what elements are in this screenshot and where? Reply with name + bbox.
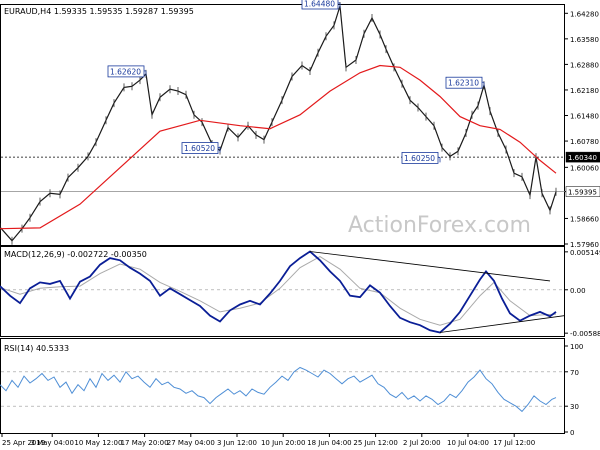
rsi-tick-label: 70 — [570, 369, 579, 377]
annotation-label: 1.60250 — [404, 154, 435, 163]
rsi-y-axis: 100 70 30 0 — [1, 343, 583, 437]
price-annotations: 1.64480 1.62620 1.62310 1.60520 1.60250 — [107, 0, 485, 164]
price-tick-label: 1.60060 — [570, 164, 599, 172]
x-tick-label: 27 May 04:00 — [167, 439, 215, 447]
annotation-label: 1.60520 — [184, 144, 215, 153]
x-tick-label: 3 May 04:00 — [30, 439, 74, 447]
x-tick-label: 18 Jun 04:00 — [307, 439, 351, 447]
price-tick-label: 1.63580 — [570, 36, 599, 44]
price-tick-label: 1.61480 — [570, 113, 599, 121]
x-tick-label: 25 Jun 12:00 — [353, 439, 397, 447]
price-level-box — [565, 186, 600, 197]
x-tick-label: 10 Jun 20:00 — [261, 439, 305, 447]
x-tick-label: 3 Jun 12:00 — [217, 439, 257, 447]
annotation-box — [401, 152, 439, 164]
rsi-tick-label: 0 — [570, 429, 574, 437]
price-panel-frame — [0, 4, 565, 246]
price-tick-label: 1.62880 — [570, 61, 599, 69]
macd-signal-line — [0, 256, 557, 326]
rsi-series — [0, 366, 557, 413]
macd-trendline — [309, 251, 551, 282]
annotation-box — [301, 0, 339, 10]
rsi-panel-title: RSI(14) 40.5333 — [4, 344, 69, 353]
macd-tick-label: -0.005887 — [570, 330, 600, 338]
rsi-line — [0, 366, 557, 413]
watermark: ActionForex.com — [348, 213, 531, 238]
annotation-box — [107, 65, 145, 78]
price-tick-label: 1.58660 — [570, 215, 599, 223]
x-tick-label: 10 May 12:00 — [74, 439, 122, 447]
annotation-box — [445, 76, 483, 89]
price-series — [0, 2, 557, 245]
macd-line — [0, 250, 557, 334]
price-panel-title: EURAUD,H4 1.59335 1.59535 1.59287 1.5939… — [4, 7, 194, 16]
price-tick-label: 1.62180 — [570, 87, 599, 95]
macd-panel-frame — [0, 246, 565, 337]
moving-average-line — [0, 64, 557, 230]
price-tick-label: 1.60780 — [570, 138, 599, 146]
annotation-label: 1.62310 — [448, 79, 479, 88]
price-level-label: 1.59395 — [568, 189, 597, 197]
x-tick-label: 17 May 20:00 — [121, 439, 169, 447]
rsi-panel-frame — [0, 338, 565, 434]
x-tick-label: 2 Jul 20:00 — [403, 439, 441, 447]
annotation-label: 1.64480 — [304, 0, 335, 9]
macd-series — [0, 250, 566, 334]
annotation-box — [181, 142, 219, 154]
price-horizontal-lines: 1.60340 1.59395 — [1, 151, 600, 197]
rsi-tick-label: 100 — [570, 343, 583, 351]
macd-y-axis: 0.005149 0.00 -0.005887 — [1, 249, 600, 338]
macd-tick-label: 0.00 — [570, 287, 586, 295]
price-level-label: 1.60340 — [568, 154, 597, 162]
price-tick-label: 1.64280 — [570, 10, 599, 18]
macd-tick-label: 0.005149 — [570, 249, 600, 257]
price-level-box — [565, 151, 600, 163]
x-tick-label: 10 Jul 04:00 — [447, 439, 489, 447]
x-tick-label: 25 Apr 2019 — [2, 439, 45, 447]
macd-panel-title: MACD(12,26,9) -0.002722 -0.00350 — [4, 250, 147, 259]
rsi-tick-label: 30 — [570, 403, 579, 411]
x-tick-label: 17 Jul 12:00 — [493, 439, 535, 447]
macd-trendline — [439, 315, 566, 333]
price-tick-label: 1.57960 — [570, 241, 599, 249]
annotation-label: 1.62620 — [110, 67, 141, 76]
